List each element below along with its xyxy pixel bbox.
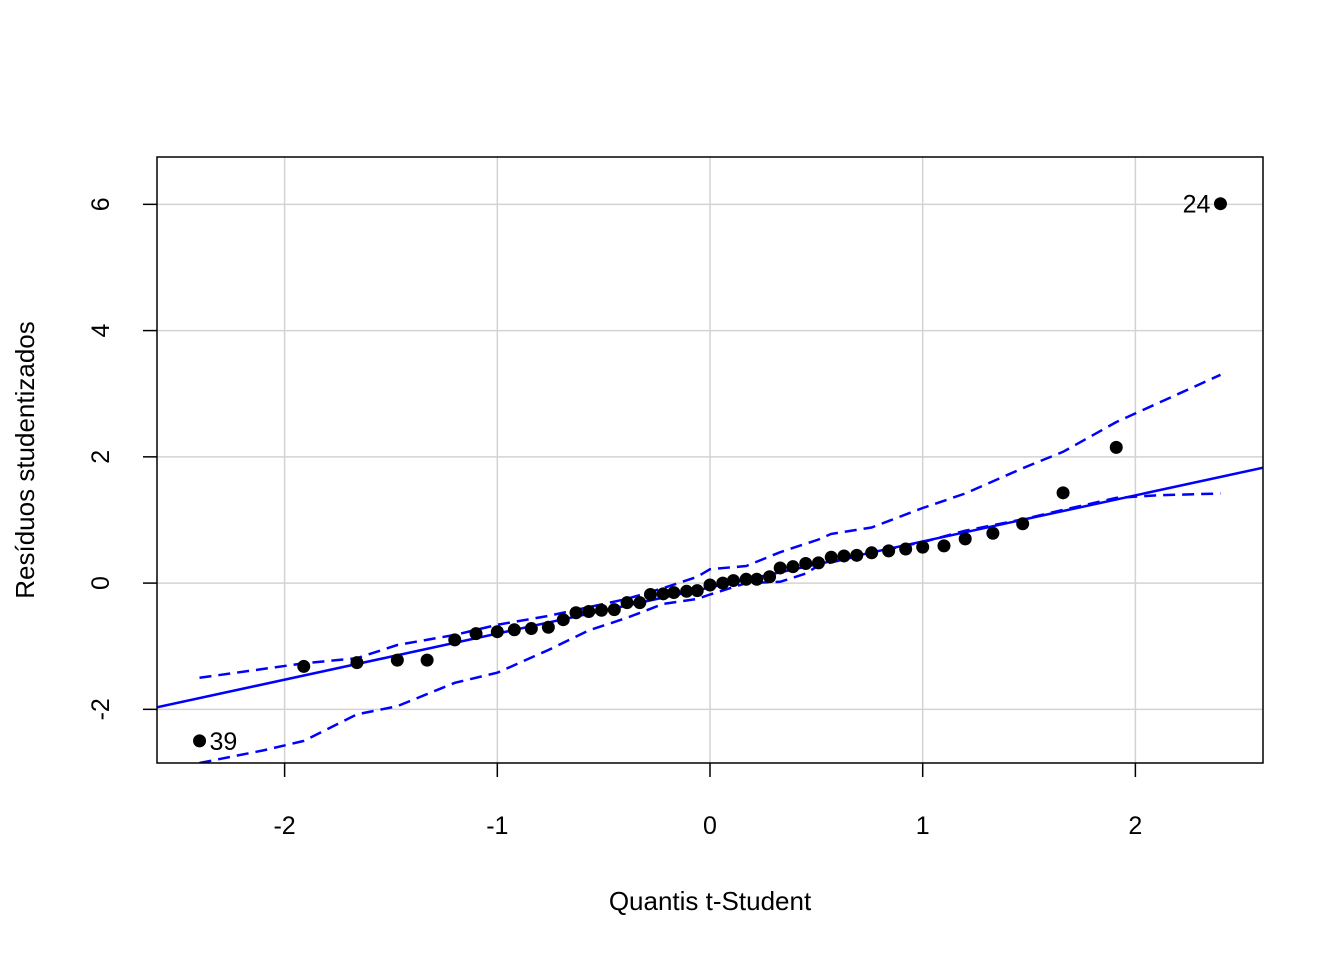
data-point — [297, 659, 311, 673]
data-point — [916, 540, 930, 554]
data-point — [850, 548, 864, 562]
data-point — [667, 586, 681, 600]
data-point — [726, 574, 740, 588]
data-point — [680, 584, 694, 598]
y-tick-label: 4 — [87, 324, 115, 338]
y-tick-label: 6 — [87, 197, 115, 211]
y-tick-label: 2 — [87, 450, 115, 464]
x-tick-label: 0 — [703, 812, 717, 840]
y-tick-label: 0 — [87, 576, 115, 590]
data-point — [799, 557, 813, 571]
data-point — [703, 578, 717, 592]
data-point — [390, 653, 404, 667]
data-point — [899, 542, 913, 556]
data-point — [690, 584, 704, 598]
data-point — [607, 603, 621, 617]
data-point — [656, 587, 670, 601]
data-point — [420, 653, 434, 667]
envelope-upper-line — [199, 373, 1222, 680]
data-point — [773, 561, 787, 575]
x-axis: -2 -1 0 1 2 — [273, 763, 1142, 840]
data-point — [837, 549, 851, 563]
x-tick-label: 1 — [916, 812, 930, 840]
data-point — [763, 570, 777, 584]
data-point — [620, 596, 634, 610]
data-point — [643, 587, 657, 601]
data-point — [595, 603, 609, 617]
point-labels: 24 39 — [210, 191, 1211, 756]
data-point — [193, 734, 207, 748]
data-points — [193, 197, 1227, 748]
data-point — [811, 556, 825, 570]
x-axis-title: Quantis t-Student — [609, 886, 812, 916]
point-label: 39 — [210, 728, 238, 756]
data-point — [556, 613, 570, 627]
data-point — [824, 550, 838, 564]
data-point — [507, 623, 521, 637]
x-tick-label: 2 — [1128, 812, 1142, 840]
data-point — [1056, 486, 1070, 500]
data-point — [350, 656, 364, 670]
x-tick-label: -1 — [486, 812, 508, 840]
data-point — [716, 576, 730, 590]
data-point — [582, 605, 596, 618]
point-label: 24 — [1183, 191, 1211, 219]
data-point — [786, 560, 800, 574]
y-axis: -2 0 2 4 6 — [87, 197, 157, 720]
data-point — [865, 546, 879, 560]
data-point — [569, 606, 583, 620]
data-point — [524, 622, 538, 636]
data-point — [750, 572, 764, 586]
data-point — [937, 539, 951, 553]
data-point — [882, 544, 896, 558]
data-point — [469, 627, 483, 641]
data-point — [1016, 517, 1030, 531]
y-tick-label: -2 — [87, 698, 115, 720]
data-point — [986, 526, 1000, 540]
data-point — [633, 596, 647, 610]
data-point — [958, 532, 972, 546]
data-point — [1213, 197, 1227, 211]
data-point — [1109, 440, 1123, 454]
data-point — [739, 572, 753, 586]
x-tick-label: -2 — [273, 812, 295, 840]
data-point — [541, 620, 555, 634]
data-point — [490, 625, 504, 639]
data-point — [448, 633, 462, 647]
y-axis-title: Resíduos studentizados — [10, 321, 40, 599]
